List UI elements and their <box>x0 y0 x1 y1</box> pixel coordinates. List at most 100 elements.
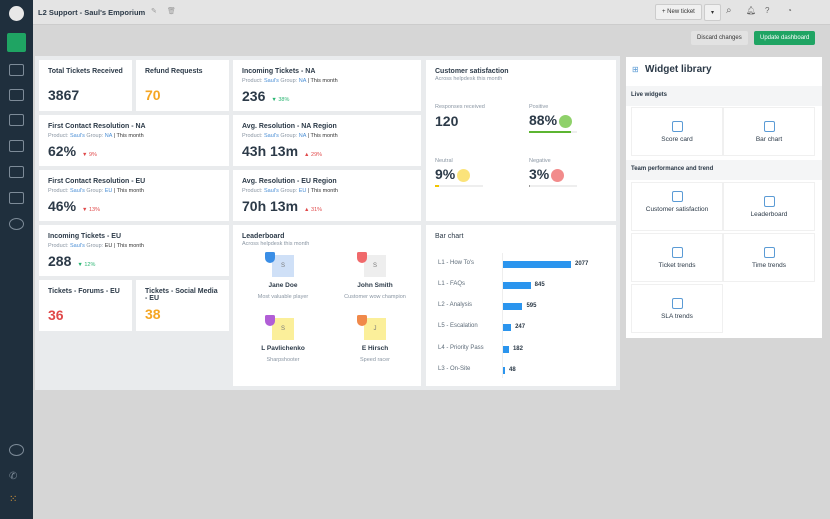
card-title: Total Tickets Received <box>48 68 123 75</box>
member-name: Jane Doe <box>268 282 298 289</box>
card-fcr-eu[interactable]: First Contact Resolution - EU Product: S… <box>39 170 229 221</box>
new-ticket-dropdown[interactable]: ▾ <box>704 4 722 21</box>
bar[interactable] <box>503 303 523 310</box>
section-live-widgets: Live widgets <box>626 86 822 106</box>
card-social-eu[interactable]: Tickets - Social Media - EU 38 <box>136 280 229 331</box>
library-widget[interactable]: Score card <box>631 107 723 156</box>
badge-shield-icon <box>357 252 367 263</box>
widget-subtitle: Across helpdesk this month <box>435 76 503 82</box>
top-bar: L2 Support - Saul's Emporium ✎ 🗑 + New t… <box>33 0 830 25</box>
badge-shield-icon <box>265 315 275 326</box>
notifications-icon[interactable]: ◔ <box>787 6 792 15</box>
member-name: L Pavlichenko <box>261 345 305 352</box>
solutions-icon[interactable] <box>9 140 24 152</box>
bar[interactable] <box>503 346 509 353</box>
library-widget[interactable]: Bar chart <box>723 107 815 156</box>
bar-value: 182 <box>512 346 523 352</box>
csat-widget[interactable]: Customer satisfaction Across helpdesk th… <box>426 60 616 221</box>
bar[interactable] <box>503 261 571 268</box>
bar-value: 247 <box>515 324 526 330</box>
update-dashboard-button[interactable]: Update dashboard <box>754 31 816 45</box>
card-value: 43h 13m <box>242 143 299 159</box>
library-widget[interactable]: SLA trends <box>631 284 723 333</box>
card-total-tickets[interactable]: Total Tickets Received 3867 <box>39 60 132 111</box>
card-avg-eu[interactable]: Avg. Resolution - EU Region Product: Sau… <box>233 170 421 221</box>
card-avg-na[interactable]: Avg. Resolution - NA Region Product: Sau… <box>233 115 421 166</box>
widget-type-icon <box>671 298 683 309</box>
library-widget[interactable]: Ticket trends <box>631 233 723 282</box>
card-value: 70h 13m <box>242 198 299 214</box>
bar-chart-widget[interactable]: Bar chart L1 - How To's 2077 L1 - FAQs 84… <box>426 225 616 386</box>
library-widget[interactable]: Time trends <box>723 233 815 282</box>
help-icon[interactable]: ? <box>765 6 770 15</box>
discard-changes-button[interactable]: Discard changes <box>691 31 748 45</box>
library-widget[interactable]: Leaderboard <box>723 182 815 231</box>
positive-label: Positive <box>529 104 549 110</box>
home-icon[interactable] <box>7 33 26 52</box>
positive-bar <box>529 131 577 133</box>
chart-axis <box>502 253 503 378</box>
reports-icon[interactable] <box>9 192 24 204</box>
card-incoming-eu[interactable]: Incoming Tickets - EU Product: Saul's Gr… <box>39 225 229 276</box>
settings-icon[interactable] <box>9 218 24 230</box>
sad-face-icon <box>551 168 565 182</box>
bar[interactable] <box>503 282 531 289</box>
positive-value: 88% <box>529 112 558 128</box>
card-value: 236 <box>242 88 266 104</box>
leaderboard-widget[interactable]: Leaderboard Across helpdesk this month S… <box>233 225 421 386</box>
card-title: Tickets - Forums - EU <box>48 288 120 295</box>
negative-bar <box>529 185 577 187</box>
search-icon[interactable]: ⌕ <box>726 5 732 16</box>
leaderboard-member: S John Smith Customer wow champion <box>330 252 420 300</box>
card-value: 3867 <box>48 87 80 103</box>
apps-grid-icon[interactable]: ⁙ <box>9 494 18 505</box>
card-title: First Contact Resolution - EU <box>48 178 146 185</box>
edit-icon[interactable]: ✎ <box>151 8 157 15</box>
card-title: Refund Requests <box>145 68 203 75</box>
library-widget[interactable]: Customer satisfaction <box>631 182 723 231</box>
card-value: 70 <box>145 87 161 103</box>
widget-type-icon <box>671 191 683 202</box>
tickets-icon[interactable] <box>9 64 24 76</box>
change-badge: ▲ 31% <box>304 207 323 213</box>
new-ticket-button[interactable]: + New ticket <box>655 4 702 20</box>
member-name: John Smith <box>357 282 393 289</box>
contacts-icon[interactable] <box>9 89 24 101</box>
grid-icon: ⊞ <box>632 65 639 74</box>
badge-shield-icon <box>265 252 275 263</box>
card-title: Tickets - Social Media - EU <box>145 288 218 302</box>
delete-icon[interactable]: 🗑 <box>167 8 176 15</box>
bar[interactable] <box>503 324 512 331</box>
forums-icon[interactable] <box>9 166 24 178</box>
bell-icon[interactable]: 🔔︎ <box>746 6 757 15</box>
bar-value: 2077 <box>575 261 589 267</box>
widget-type-icon <box>763 247 775 258</box>
widget-type-icon <box>671 247 683 258</box>
member-avatar: S <box>265 315 294 340</box>
card-forums-eu[interactable]: Tickets - Forums - EU 36 <box>39 280 132 331</box>
member-name: E Hirsch <box>361 345 389 352</box>
bar-label: L1 - FAQs <box>438 281 466 287</box>
card-incoming-na[interactable]: Incoming Tickets - NA Product: Saul's Gr… <box>233 60 421 111</box>
widget-title: Customer satisfaction <box>435 68 509 75</box>
bar-value: 595 <box>526 303 537 309</box>
section-team-performance: Team performance and trend <box>626 160 822 180</box>
widget-type-icon <box>671 121 683 132</box>
neutral-bar <box>435 185 483 187</box>
leaderboard-member: S Jane Doe Most valuable player <box>238 252 328 300</box>
bar-label: L2 - Analysis <box>438 302 473 308</box>
bar[interactable] <box>503 367 505 374</box>
phone-icon[interactable]: ✆ <box>9 471 18 482</box>
card-filter: Product: Saul's Group: NA | This month <box>242 133 338 139</box>
leaderboard-member: J E Hirsch Speed racer <box>330 315 420 363</box>
social-icon[interactable] <box>9 114 24 126</box>
change-badge: ▼ 38% <box>271 97 290 103</box>
widget-type-icon <box>763 196 775 207</box>
card-filter: Product: Saul's Group: EU | This month <box>242 188 338 194</box>
card-refund-requests[interactable]: Refund Requests 70 <box>136 60 229 111</box>
widget-library-panel: ⊞ Widget library Live widgets Score card… <box>626 57 822 338</box>
chat-icon[interactable] <box>9 444 24 456</box>
card-title: First Contact Resolution - NA <box>48 123 146 130</box>
card-fcr-na[interactable]: First Contact Resolution - NA Product: S… <box>39 115 229 166</box>
widget-type-icon <box>763 121 775 132</box>
